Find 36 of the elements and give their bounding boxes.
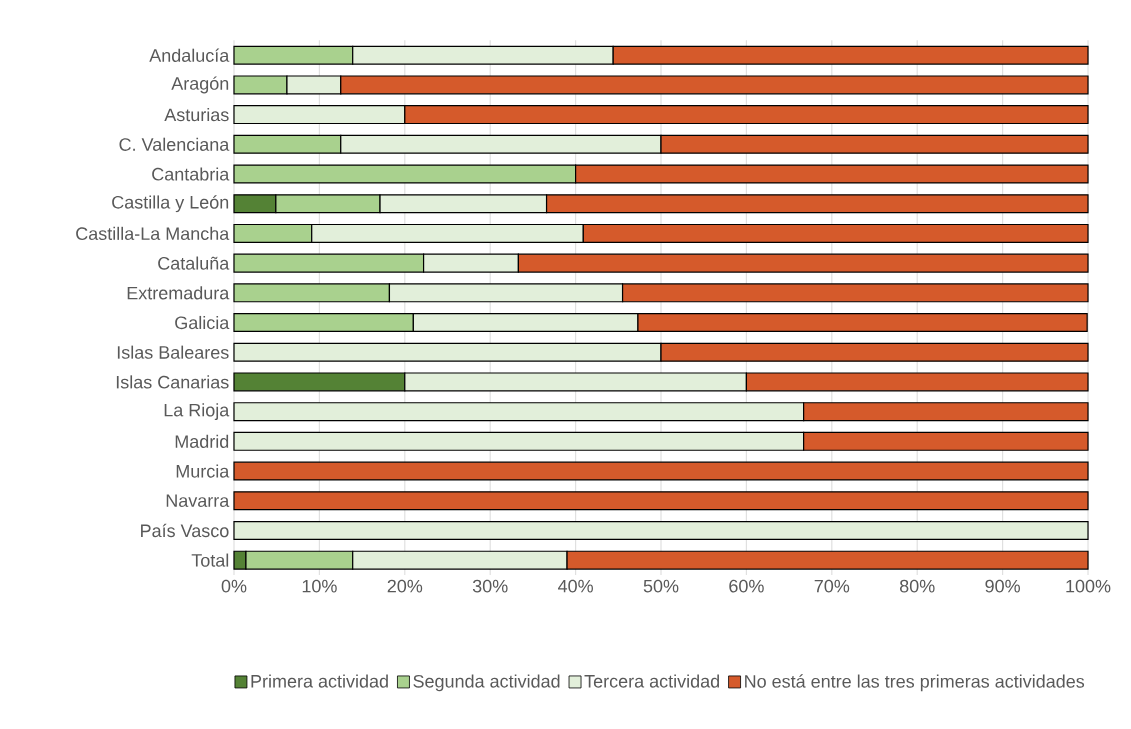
x-tick-label: 60% [729, 579, 764, 593]
x-tick-label: 20% [387, 579, 423, 593]
x-tick-label: 10% [302, 579, 337, 593]
y-tick-label: La Rioja [164, 403, 230, 421]
bar [233, 461, 1089, 481]
y-tick-label: Castilla-La Mancha [76, 226, 230, 241]
bar [233, 491, 1089, 511]
y-tick-label: Islas Canarias [116, 375, 229, 389]
y-tick-label: Total [191, 553, 229, 567]
y-tick-label: Extremadura [127, 286, 230, 300]
y-tick-label: C. Valenciana [119, 137, 230, 151]
y-tick-label: Aragón [171, 76, 229, 94]
y-tick-label: País Vasco [141, 523, 229, 538]
y-tick-label: Castilla y León [112, 195, 229, 213]
legend-label: Primera actividad [251, 674, 388, 688]
legend-label: Tercera actividad [584, 674, 719, 688]
x-tick-label: 70% [814, 579, 850, 593]
x-tick-label: 80% [899, 579, 935, 593]
bar [233, 520, 1089, 540]
legend-label: Segunda actividad [413, 674, 560, 692]
x-tick-label: 30% [472, 579, 508, 593]
x-tick-label: 40% [558, 579, 593, 593]
y-tick-label: Navarra [166, 494, 230, 508]
y-tick-label: Madrid [175, 434, 229, 448]
x-tick-label: 50% [643, 579, 679, 593]
x-tick-label: 100% [1066, 579, 1111, 593]
x-tick-label: 90% [985, 579, 1020, 593]
y-tick-label: Murcia [176, 464, 230, 478]
y-tick-label: Islas Baleares [117, 345, 229, 359]
x-tick-label: 0% [221, 579, 247, 593]
y-tick-label: Cataluña [158, 256, 230, 270]
y-tick-label: Cantabria [152, 167, 230, 181]
legend-label: No está entre las tres primeras actividades [745, 674, 1085, 692]
y-tick-label: Galicia [175, 315, 230, 330]
y-tick-label: Asturias [164, 107, 229, 122]
y-tick-label: Andalucía [149, 48, 230, 62]
